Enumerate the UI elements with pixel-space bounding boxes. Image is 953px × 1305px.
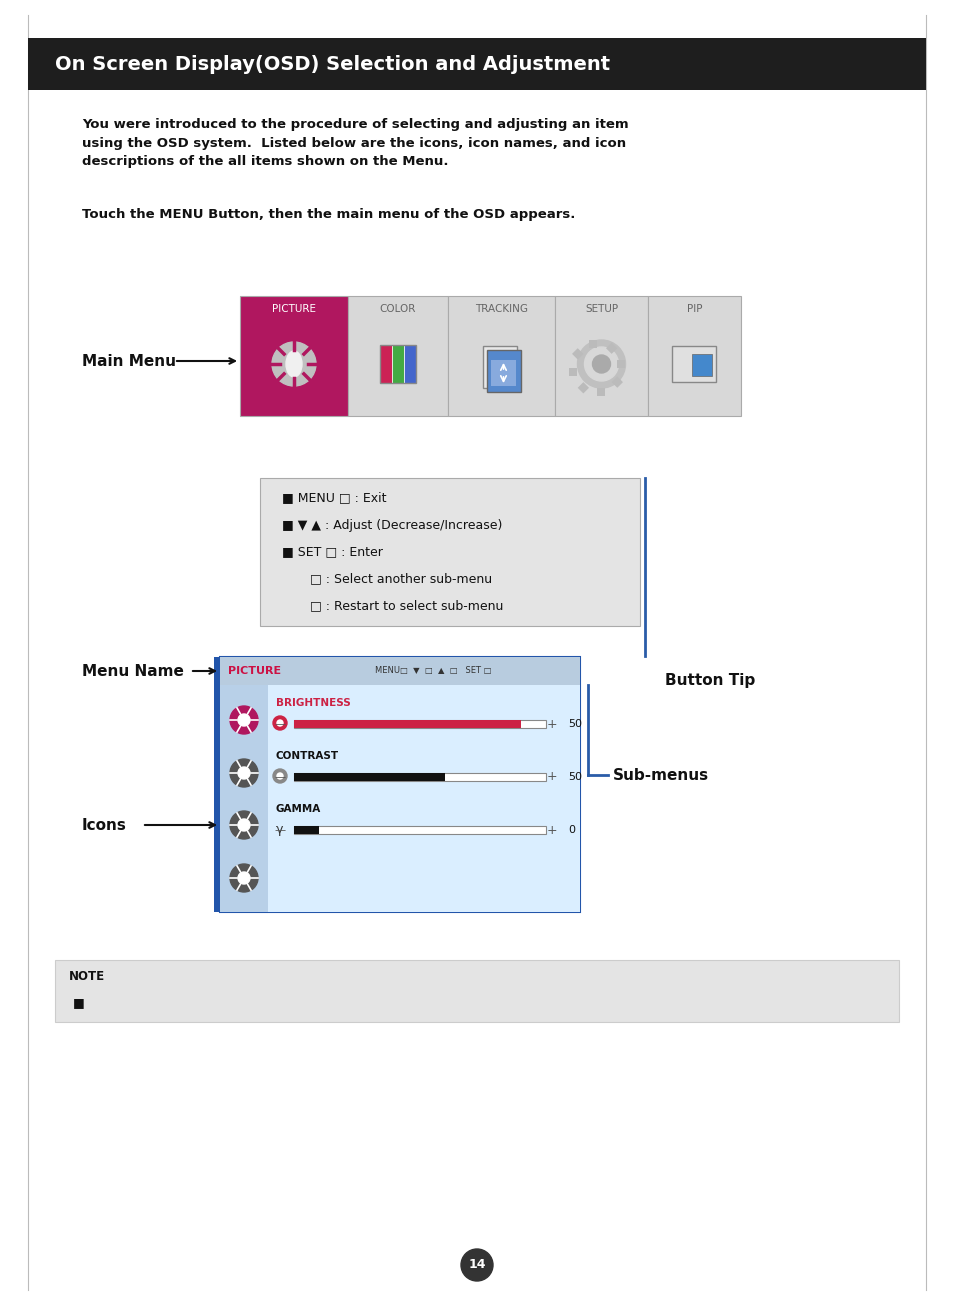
Bar [28, 38, 925, 90]
Circle shape [273, 716, 287, 729]
Text: Icons: Icons [82, 817, 127, 833]
Text: Menu Name: Menu Name [82, 663, 184, 679]
Bar [672, 346, 716, 382]
Ellipse shape [286, 351, 302, 377]
Bar [555, 296, 647, 416]
Circle shape [273, 769, 287, 783]
Text: 14: 14 [468, 1258, 485, 1271]
Circle shape [237, 714, 250, 726]
Bar [392, 345, 403, 382]
Circle shape [584, 347, 618, 381]
Bar [220, 685, 268, 912]
Text: GAMMA: GAMMA [275, 804, 321, 814]
Bar [617, 360, 625, 368]
Bar [611, 376, 622, 388]
Text: 0: 0 [567, 825, 575, 835]
Bar [294, 773, 545, 780]
Bar [55, 960, 898, 1022]
Text: ■ MENU □ : Exit: ■ MENU □ : Exit [282, 492, 386, 505]
Text: 50: 50 [567, 773, 581, 782]
Bar [647, 296, 740, 416]
Bar [379, 345, 416, 382]
Circle shape [577, 341, 625, 388]
Bar [597, 388, 605, 395]
Text: ■ ▼ ▲ : Adjust (Decrease/Increase): ■ ▼ ▲ : Adjust (Decrease/Increase) [282, 518, 502, 531]
Bar [403, 345, 416, 382]
Bar [487, 350, 521, 392]
Text: Button Tip: Button Tip [664, 673, 755, 689]
Circle shape [230, 706, 257, 733]
Bar [692, 354, 712, 376]
Bar [213, 656, 220, 912]
Text: On Screen Display(OSD) Selection and Adjustment: On Screen Display(OSD) Selection and Adj… [55, 55, 610, 73]
Text: ■: ■ [73, 996, 85, 1009]
Text: Sub-menus: Sub-menus [613, 767, 708, 783]
Bar [240, 296, 348, 416]
Text: PICTURE: PICTURE [272, 304, 315, 315]
Bar [294, 720, 520, 728]
Text: 50: 50 [567, 719, 581, 729]
Text: PIP: PIP [686, 304, 701, 315]
Circle shape [592, 355, 610, 373]
Bar [348, 296, 448, 416]
Bar [491, 360, 516, 386]
Circle shape [237, 767, 250, 779]
Bar [605, 342, 617, 354]
Text: γ: γ [275, 822, 283, 835]
Bar [260, 478, 639, 626]
Circle shape [272, 342, 315, 386]
Text: □ : Restart to select sub-menu: □ : Restart to select sub-menu [282, 599, 503, 612]
Bar [448, 296, 555, 416]
Text: Main Menu: Main Menu [82, 354, 175, 368]
Circle shape [230, 810, 257, 839]
Bar [569, 368, 577, 376]
Bar [294, 826, 545, 834]
Bar [572, 348, 582, 359]
Circle shape [460, 1249, 493, 1282]
Text: —: — [274, 719, 285, 729]
Text: MENU□  ▼  □  ▲  □   SET □: MENU□ ▼ □ ▲ □ SET □ [375, 667, 491, 676]
Circle shape [230, 864, 257, 893]
Circle shape [230, 760, 257, 787]
Bar [294, 720, 545, 728]
Bar [268, 685, 579, 912]
Bar [589, 341, 597, 348]
Circle shape [237, 820, 250, 831]
Text: COLOR: COLOR [379, 304, 416, 315]
Text: +: + [546, 823, 557, 837]
Bar [220, 656, 579, 685]
Text: TRACKING: TRACKING [475, 304, 527, 315]
Text: □ : Select another sub-menu: □ : Select another sub-menu [282, 573, 492, 586]
Text: You were introduced to the procedure of selecting and adjusting an item
using th: You were introduced to the procedure of … [82, 117, 628, 168]
Circle shape [276, 720, 283, 726]
Text: NOTE: NOTE [69, 970, 105, 983]
Bar [294, 826, 319, 834]
Bar [379, 345, 392, 382]
Text: CONTRAST: CONTRAST [275, 750, 338, 761]
Bar [578, 382, 588, 393]
Text: +: + [546, 770, 557, 783]
Text: BRIGHTNESS: BRIGHTNESS [275, 698, 351, 709]
Bar [220, 656, 579, 912]
Circle shape [237, 872, 250, 883]
Text: ■ SET □ : Enter: ■ SET □ : Enter [282, 545, 382, 559]
Text: —: — [274, 773, 285, 782]
Circle shape [276, 773, 283, 779]
Text: Touch the MENU Button, then the main menu of the OSD appears.: Touch the MENU Button, then the main men… [82, 207, 575, 221]
Text: SETUP: SETUP [584, 304, 618, 315]
Text: +: + [546, 718, 557, 731]
Text: —: — [274, 825, 285, 835]
Text: PICTURE: PICTURE [228, 666, 281, 676]
Bar [483, 346, 517, 388]
Bar [294, 773, 445, 780]
